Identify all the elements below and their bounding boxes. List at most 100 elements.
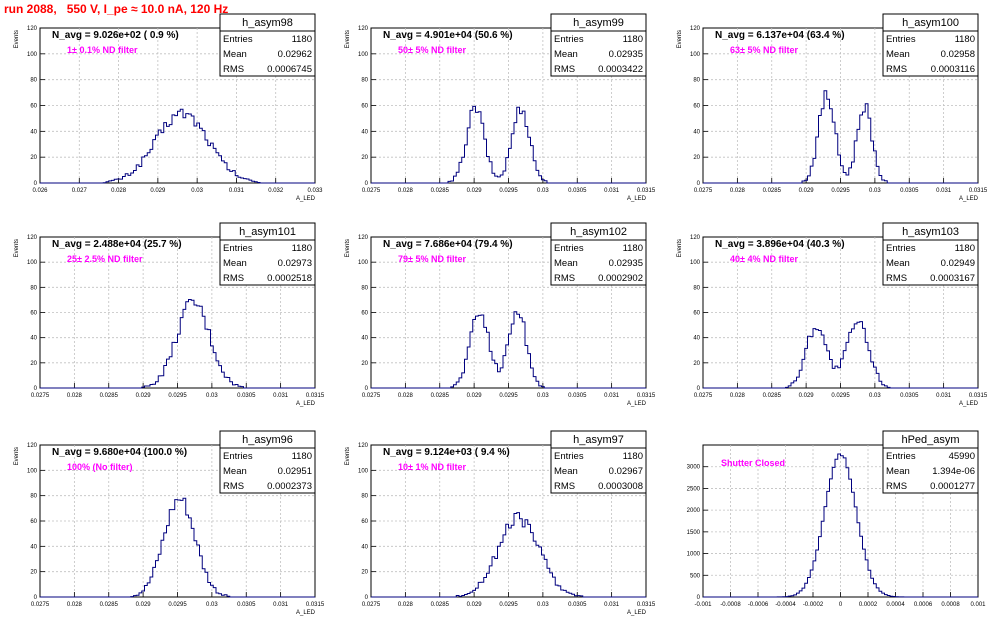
y-tick-label: 100 [690, 260, 701, 266]
y-tick-label: 60 [361, 519, 368, 525]
y-tick-label: 120 [690, 26, 701, 32]
x-tick-label: 0.03 [206, 393, 218, 399]
x-tick-label: 0.0315 [969, 393, 988, 399]
stats-value: 0.0003422 [598, 64, 643, 75]
x-tick-label: 0.029 [799, 188, 815, 194]
x-tick-label: -0.0008 [720, 602, 741, 608]
y-tick-label: 0 [697, 595, 701, 601]
stats-label: Entries [554, 34, 584, 45]
histogram-panel-h_asym103: 0.0275 0.028 0.0285 0.029 0.0295 0.03 0.0305 0.… [677, 222, 988, 407]
stats-label: Entries [223, 34, 253, 45]
stats-value: 0.0002373 [267, 481, 312, 492]
y-tick-label: 80 [361, 78, 368, 84]
y-tick-label: 100 [27, 52, 38, 58]
x-tick-label: 0.0305 [568, 393, 587, 399]
histogram-name: h_asym100 [902, 17, 959, 29]
stats-label: Mean [223, 49, 247, 60]
y-tick-label: 100 [358, 260, 369, 266]
stats-label: RMS [886, 481, 907, 492]
histogram-name: hPed_asym [901, 434, 959, 446]
stats-value: 1180 [292, 451, 312, 462]
stats-label: Mean [886, 49, 910, 60]
y-tick-label: 1500 [687, 530, 701, 536]
x-tick-label: 0.031 [604, 188, 620, 194]
y-tick-label: 1000 [687, 552, 701, 558]
x-tick-label: 0.0315 [969, 188, 988, 194]
y-tick-label: 20 [693, 361, 700, 367]
x-tick-label: 0.0305 [568, 188, 587, 194]
y-axis-title: Events [14, 30, 20, 48]
histogram-line [371, 311, 646, 389]
stats-value: 0.02951 [278, 466, 312, 477]
y-tick-label: 20 [361, 361, 368, 367]
x-tick-label: 0.0305 [900, 188, 919, 194]
histogram-name: h_asym102 [570, 226, 627, 238]
x-tick-label: 0.0295 [168, 393, 187, 399]
y-tick-label: 80 [30, 285, 37, 291]
x-tick-label: 0.031 [604, 393, 620, 399]
x-tick-label: 0.0305 [568, 602, 587, 608]
x-tick-label: 0.0004 [886, 602, 905, 608]
histogram-panel-h_asym96: 0.0275 0.028 0.0285 0.029 0.0295 0.03 0.0305 0.… [14, 430, 325, 616]
x-tick-label: 0.0275 [362, 602, 381, 608]
y-tick-label: 0 [365, 595, 369, 601]
y-tick-label: 0 [34, 595, 38, 601]
stats-box [882, 222, 979, 286]
stats-value: 0.0002518 [267, 273, 312, 284]
x-axis-title: A_LED [296, 196, 316, 202]
y-tick-label: 60 [693, 104, 700, 110]
y-axis-title: Events [677, 239, 683, 257]
x-tick-label: 0.03 [537, 602, 549, 608]
x-tick-label: 0.031 [229, 188, 245, 194]
y-tick-label: 20 [30, 570, 37, 576]
histogram-line [703, 453, 978, 598]
x-tick-label: 0.029 [467, 602, 483, 608]
stats-value: 0.02962 [278, 49, 312, 60]
y-tick-label: 100 [690, 52, 701, 58]
x-tick-label: 0.031 [273, 602, 289, 608]
x-tick-label: 0.03 [869, 188, 881, 194]
y-tick-label: 3000 [687, 465, 701, 471]
x-tick-label: 0.028 [67, 393, 83, 399]
navg-label: N_avg = 3.896e+04 (40.3 %) [715, 239, 845, 250]
x-tick-label: 0.032 [268, 188, 284, 194]
y-tick-label: 40 [693, 129, 700, 135]
y-tick-label: 40 [361, 544, 368, 550]
stats-label: Mean [223, 258, 247, 269]
y-tick-label: 80 [361, 285, 368, 291]
y-tick-label: 40 [361, 336, 368, 342]
stats-value: 0.0003116 [931, 64, 975, 75]
stats-box [219, 13, 316, 77]
y-tick-label: 2000 [687, 508, 701, 514]
y-tick-label: 60 [693, 311, 700, 317]
stats-label: Mean [223, 466, 247, 477]
y-tick-label: 20 [30, 155, 37, 161]
x-tick-label: 0.027 [72, 188, 88, 194]
x-tick-label: 0.029 [799, 393, 815, 399]
x-tick-label: 0.0285 [763, 188, 782, 194]
filter-label: 10± 1% ND filter [398, 462, 466, 472]
y-tick-label: 0 [365, 386, 369, 392]
x-tick-label: 0.03 [191, 188, 203, 194]
histogram-line [40, 298, 315, 389]
y-tick-label: 120 [27, 26, 38, 32]
histogram-panel-h_asym101: 0.0275 0.028 0.0285 0.029 0.0295 0.03 0.0305 0.… [14, 222, 325, 407]
x-tick-label: 0.0295 [168, 602, 187, 608]
y-tick-label: 20 [361, 155, 368, 161]
x-tick-label: 0.0275 [31, 602, 50, 608]
x-tick-label: 0.029 [136, 602, 152, 608]
y-tick-label: 100 [27, 468, 38, 474]
filter-label: 100% (No filter) [67, 462, 133, 472]
filter-label: 40± 4% ND filter [730, 254, 798, 264]
x-tick-label: 0.0285 [431, 602, 450, 608]
stats-box [882, 430, 979, 494]
x-tick-label: 0.0285 [431, 393, 450, 399]
y-tick-label: 120 [358, 235, 369, 241]
histogram-name: h_asym103 [902, 226, 959, 238]
x-axis-title: A_LED [959, 401, 979, 407]
x-tick-label: 0.026 [32, 188, 48, 194]
stats-box [550, 430, 647, 494]
x-axis-title: A_LED [296, 610, 316, 616]
y-tick-label: 20 [361, 570, 368, 576]
x-tick-label: 0.0295 [831, 188, 850, 194]
